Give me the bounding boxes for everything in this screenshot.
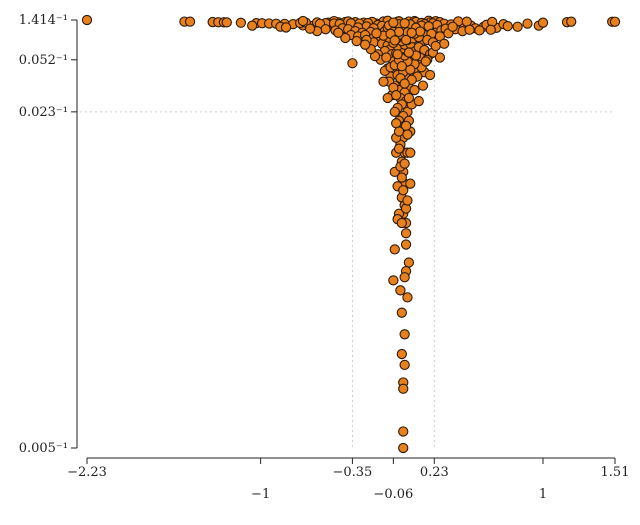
data-point <box>399 359 410 371</box>
data-point <box>522 18 533 29</box>
data-point <box>304 23 316 34</box>
data-point <box>424 69 436 81</box>
data-point <box>378 76 389 87</box>
data-point <box>280 22 292 33</box>
data-point <box>400 228 412 239</box>
y-tick-label: 0.005⁻¹ <box>19 441 68 456</box>
data-point <box>396 217 407 229</box>
data-point <box>359 39 371 50</box>
data-point <box>333 27 344 38</box>
data-point <box>235 17 247 28</box>
x-tick-label: −0.35 <box>332 465 372 480</box>
data-point <box>395 285 406 296</box>
data-point <box>371 28 382 39</box>
data-point <box>415 26 426 37</box>
data-point <box>351 35 362 47</box>
x-tick-label: 0.23 <box>420 465 449 480</box>
x-tick-label: −1 <box>251 487 270 502</box>
x-tick-label: 1.51 <box>601 465 630 480</box>
data-point <box>81 14 93 26</box>
data-point <box>399 78 410 89</box>
data-point <box>405 147 416 158</box>
data-point <box>221 17 232 28</box>
y-tick-label: 0.023⁻¹ <box>19 105 68 120</box>
x-tick-label: 1 <box>539 487 547 502</box>
data-point <box>389 244 400 255</box>
data-point <box>474 25 485 36</box>
data-point <box>439 38 450 49</box>
data-point <box>393 126 405 137</box>
data-point <box>417 80 429 91</box>
data-point <box>347 58 358 69</box>
axes <box>76 20 615 459</box>
data-point <box>399 158 410 169</box>
data-point <box>537 17 549 28</box>
data-point <box>340 32 351 44</box>
data-point <box>413 95 424 107</box>
data-point <box>398 426 409 437</box>
x-tick-label: −2.23 <box>67 465 107 480</box>
data-point <box>382 92 393 104</box>
tick-marks: −2.23 −1 −0.35−0.06 0.23 1 1.51 0.005⁻¹ 0.023⁻¹… <box>19 13 630 502</box>
data-point <box>447 21 458 32</box>
data-point <box>402 129 413 140</box>
data-point <box>396 61 407 72</box>
data-point <box>399 272 410 283</box>
data-point <box>409 84 420 96</box>
data-point <box>398 383 409 394</box>
data-point <box>320 24 331 35</box>
data-point <box>393 26 405 38</box>
data-point <box>405 178 416 189</box>
data-point <box>297 15 309 27</box>
data-point <box>391 90 402 101</box>
data-point <box>403 92 415 104</box>
grid-lines <box>80 20 612 448</box>
data-point <box>389 106 400 118</box>
data-point <box>396 307 407 318</box>
data-point <box>502 21 513 32</box>
data-point <box>396 348 407 360</box>
data-point <box>420 56 431 67</box>
data-point <box>400 34 412 46</box>
data-point <box>184 16 196 27</box>
data-point <box>403 47 415 58</box>
data-points <box>81 14 621 454</box>
data-point <box>388 17 399 28</box>
y-tick-label: 1.414⁻¹ <box>19 13 68 28</box>
data-point <box>609 16 621 27</box>
data-point <box>400 239 412 250</box>
data-point <box>388 275 399 286</box>
data-point <box>485 24 496 35</box>
data-point <box>389 35 400 46</box>
data-point <box>464 24 475 35</box>
y-tick-label: 0.052⁻¹ <box>19 53 68 68</box>
data-point <box>247 20 258 31</box>
data-point <box>399 329 410 340</box>
data-point <box>402 195 413 206</box>
x-tick-label: −0.06 <box>373 487 413 502</box>
data-point <box>430 40 441 52</box>
data-point <box>403 257 415 268</box>
data-point <box>398 185 409 196</box>
data-point <box>406 27 417 38</box>
data-point <box>398 442 409 454</box>
data-point <box>566 16 577 27</box>
data-point <box>381 52 392 63</box>
data-point <box>434 52 446 63</box>
data-point <box>402 292 413 303</box>
data-point <box>392 49 403 60</box>
data-point <box>396 172 407 183</box>
data-point <box>512 21 523 32</box>
data-point <box>399 18 410 29</box>
data-point <box>393 143 405 154</box>
